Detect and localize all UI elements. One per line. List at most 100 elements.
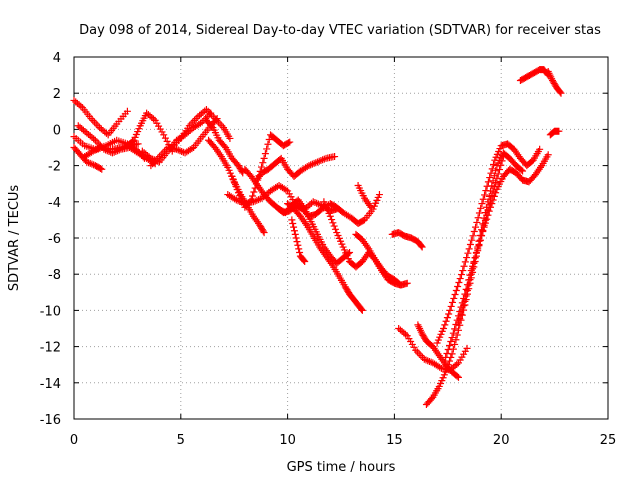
data-point [309, 198, 317, 206]
data-point [417, 242, 425, 250]
data-point [488, 182, 496, 190]
data-point [417, 352, 425, 360]
data-point [134, 140, 142, 148]
series-track-26 [433, 140, 544, 347]
data-point [453, 360, 461, 368]
data-point [448, 298, 456, 306]
data-point [462, 285, 470, 293]
series-track-18 [288, 216, 309, 266]
data-point [330, 222, 338, 230]
data-point [441, 321, 449, 329]
data-point [476, 231, 484, 239]
y-axis-label: SDTVAR / TECUs [7, 185, 22, 292]
data-point [495, 166, 503, 174]
data-point [367, 203, 375, 211]
x-tick-label: 25 [600, 433, 617, 448]
data-point [89, 116, 97, 124]
y-tick-label: 0 [53, 123, 61, 138]
data-point [291, 230, 299, 238]
y-tick-label: -8 [48, 268, 61, 283]
data-point [453, 372, 461, 380]
data-point [174, 146, 182, 154]
data-point [310, 159, 318, 167]
data-point [489, 177, 497, 185]
data-point [92, 120, 100, 128]
data-point [445, 310, 453, 318]
data-point [123, 107, 131, 115]
data-point [173, 145, 181, 153]
data-point [459, 267, 467, 275]
data-point [90, 135, 98, 143]
data-point [93, 146, 101, 154]
data-point [463, 344, 471, 352]
chart-title: Day 098 of 2014, Sidereal Day-to-day VTE… [79, 23, 601, 38]
data-point [519, 167, 527, 175]
data-point [442, 317, 450, 325]
data-point [490, 161, 498, 169]
data-point [475, 209, 483, 217]
data-point [295, 245, 303, 253]
data-point [313, 199, 321, 207]
y-tick-label: -2 [48, 160, 61, 175]
data-point [556, 88, 564, 96]
data-point [263, 145, 271, 153]
y-tick-label: 2 [53, 87, 61, 102]
series-track-27 [442, 151, 552, 361]
data-point [446, 357, 454, 365]
series-track-20 [352, 230, 411, 289]
data-point [481, 191, 489, 199]
data-point [250, 188, 258, 196]
x-tick-label: 15 [386, 433, 403, 448]
series-track-1 [70, 96, 131, 139]
data-point [155, 153, 163, 161]
data-point [289, 220, 297, 228]
data-point [403, 279, 411, 287]
series-track-6 [123, 109, 176, 155]
series-track-11 [205, 136, 268, 237]
data-point [477, 204, 485, 212]
data-point [489, 196, 497, 204]
data-point [479, 195, 487, 203]
data-point [480, 214, 488, 222]
data-point [468, 236, 476, 244]
data-point [83, 158, 91, 166]
series-track-22 [388, 229, 426, 251]
data-point [470, 259, 478, 267]
data-point [449, 329, 457, 337]
data-point [264, 140, 272, 148]
data-point [284, 139, 292, 147]
series-track-21 [354, 182, 375, 211]
series-track-31 [546, 127, 563, 139]
y-tick-label: 4 [53, 51, 61, 66]
data-point [96, 164, 104, 172]
data-point [492, 189, 500, 197]
data-marks [70, 66, 565, 409]
data-point [447, 338, 455, 346]
data-point [454, 373, 462, 381]
series-track-28 [454, 149, 527, 327]
data-point [544, 151, 552, 159]
data-point [328, 216, 336, 224]
data-point [475, 237, 483, 245]
data-point [418, 243, 426, 251]
series-track-29 [516, 66, 552, 85]
data-point [471, 254, 479, 262]
data-point [490, 172, 498, 180]
data-point [260, 154, 268, 162]
data-point [456, 275, 464, 283]
data-point [259, 227, 267, 235]
data-point [319, 156, 327, 164]
data-point [458, 306, 466, 314]
data-point [228, 172, 236, 180]
data-point [317, 157, 325, 165]
data-point [442, 353, 450, 361]
data-point [456, 315, 464, 323]
data-point [188, 145, 196, 153]
series-track-17 [284, 200, 366, 314]
data-point [259, 159, 267, 167]
data-point [293, 238, 301, 246]
data-point [288, 216, 296, 224]
data-point [474, 214, 482, 222]
data-point [91, 146, 99, 154]
